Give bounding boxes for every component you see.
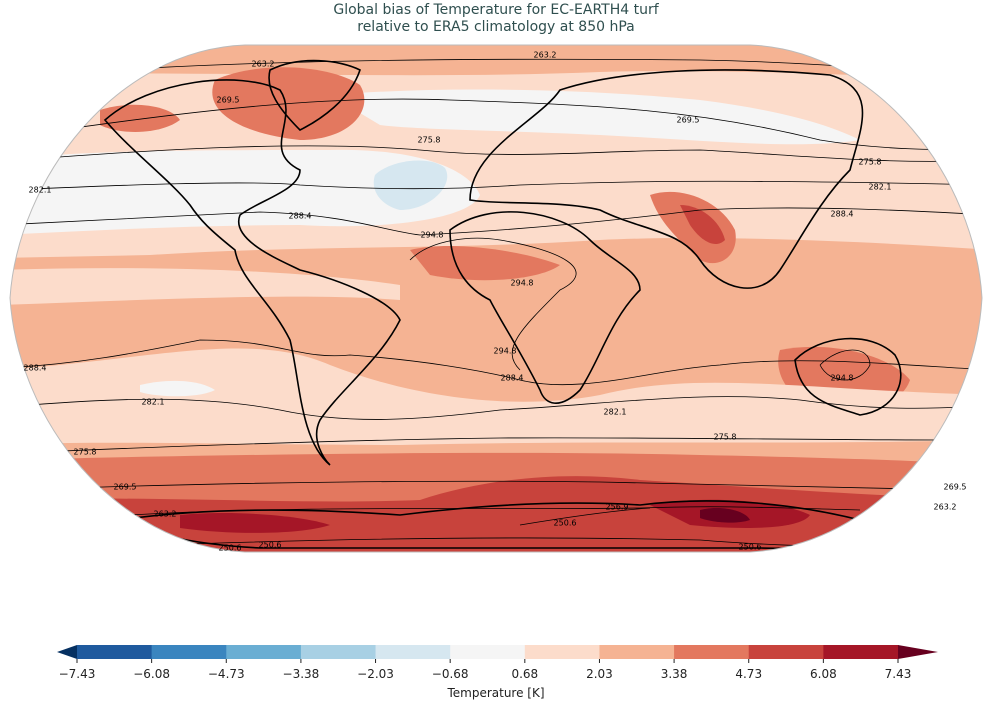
contour-line <box>59 98 982 151</box>
colorbar-bin <box>226 645 302 659</box>
contour-label: 275.8 <box>74 448 97 457</box>
contour-label: 275.8 <box>418 136 441 145</box>
contour-label: 282.1 <box>869 183 892 192</box>
contour-label: 256.9 <box>606 503 629 512</box>
colorbar-tick-label: −4.73 <box>208 667 245 681</box>
colorbar-bin <box>524 645 600 659</box>
contour-label: 275.8 <box>859 158 882 167</box>
colorbar-bin <box>450 645 526 659</box>
colorbar-tick-label: 7.43 <box>885 667 912 681</box>
contour-line <box>10 180 982 191</box>
contour-label: 250.6 <box>219 544 242 553</box>
bias-region-extreme <box>700 508 750 523</box>
contour-line <box>69 480 961 491</box>
contour-label: 282.1 <box>142 398 165 407</box>
colorbar-tick-label: −7.43 <box>59 667 96 681</box>
contour-labels: 263.2 263.2 269.5 269.5 275.8 275.8 282.1 282.1… <box>24 51 967 553</box>
contour-line <box>29 396 982 420</box>
contour-label: 263.2 <box>154 510 177 519</box>
contour-label: 263.2 <box>534 51 557 60</box>
colorbar: −7.43 −6.08 −4.73 −3.38 −2.03 −0.68 0.68 2.03 3.… <box>57 645 938 700</box>
map-title: Global bias of Temperature for EC-EARTH4… <box>0 2 992 36</box>
contour-line <box>19 145 982 162</box>
bias-region-neutral <box>10 149 480 235</box>
contour-label: 288.4 <box>501 374 524 383</box>
contour-label: 263.2 <box>934 503 957 512</box>
colorbar-bin <box>748 645 824 659</box>
colorbar-tick-label: −0.68 <box>432 667 469 681</box>
bias-region-hot <box>10 476 982 552</box>
contour-label: 288.4 <box>831 210 854 219</box>
colorbar-bin <box>823 645 899 659</box>
contour-line <box>39 437 951 453</box>
contour-line <box>819 349 871 381</box>
colorbar-under-extension <box>57 645 77 659</box>
colorbar-tick-label: 4.73 <box>735 667 762 681</box>
contour-label: 250.6 <box>259 541 282 550</box>
contour-label: 250.6 <box>554 519 577 528</box>
colorbar-bin <box>77 645 153 659</box>
bias-region-neutral <box>330 89 860 145</box>
bias-region-warm <box>410 245 560 281</box>
colorbar-tick-label: 0.68 <box>511 667 538 681</box>
bias-region-cool <box>373 160 448 210</box>
contour-label: 288.4 <box>289 212 312 221</box>
bias-region-pale <box>10 268 400 305</box>
contour-label: 288.4 <box>24 364 47 373</box>
climatology-contours <box>10 58 982 549</box>
title-line-1: Global bias of Temperature for EC-EARTH4… <box>333 2 659 18</box>
contour-label: 294.8 <box>421 231 444 240</box>
contour-line <box>129 506 861 516</box>
map-boundary <box>9 44 983 553</box>
contour-label: 294.8 <box>494 347 517 356</box>
contour-line <box>10 207 982 236</box>
bias-map: 263.2 263.2 269.5 269.5 275.8 275.8 282.1 282.1… <box>9 44 983 553</box>
contour-line <box>409 237 577 371</box>
bias-region-neutral <box>140 380 215 397</box>
colorbar-tick-label: 6.08 <box>810 667 837 681</box>
colorbar-tick-label: −3.38 <box>283 667 320 681</box>
contour-label: 294.8 <box>831 374 854 383</box>
colorbar-tick-label: −6.08 <box>133 667 170 681</box>
contour-label: 269.5 <box>677 116 700 125</box>
bias-region-hot <box>680 205 725 245</box>
colorbar-bin <box>599 645 675 659</box>
contour-label: 263.2 <box>252 60 275 69</box>
contour-label: 275.8 <box>714 433 737 442</box>
contour-label: 250.6 <box>739 543 762 552</box>
colorbar-label: Temperature [K] <box>446 686 544 700</box>
colorbar-bin <box>300 645 377 659</box>
bias-region-pale <box>10 348 982 445</box>
contour-label: 269.5 <box>944 483 967 492</box>
colorbar-bin <box>674 645 750 659</box>
colorbar-bin <box>375 645 451 659</box>
colorbar-tick-label: −2.03 <box>357 667 394 681</box>
colorbar-tick-label: 2.03 <box>586 667 613 681</box>
contour-line <box>159 537 841 549</box>
contour-label: 282.1 <box>604 408 627 417</box>
contour-line <box>519 507 651 526</box>
contour-label: 269.5 <box>217 96 240 105</box>
bias-region-very-hot <box>180 513 330 533</box>
bias-region-warm <box>100 104 180 132</box>
colorbar-over-extension <box>898 645 938 659</box>
contour-label: 294.8 <box>511 279 534 288</box>
colorbar-tick-label: 3.38 <box>661 667 688 681</box>
contour-label: 269.5 <box>114 483 137 492</box>
colorbar-bin <box>151 645 227 659</box>
title-line-2: relative to ERA5 climatology at 850 hPa <box>357 19 635 35</box>
contour-line <box>10 339 982 386</box>
contour-label: 282.1 <box>29 186 52 195</box>
